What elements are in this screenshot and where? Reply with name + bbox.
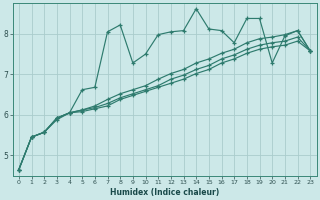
X-axis label: Humidex (Indice chaleur): Humidex (Indice chaleur) [110,188,219,197]
